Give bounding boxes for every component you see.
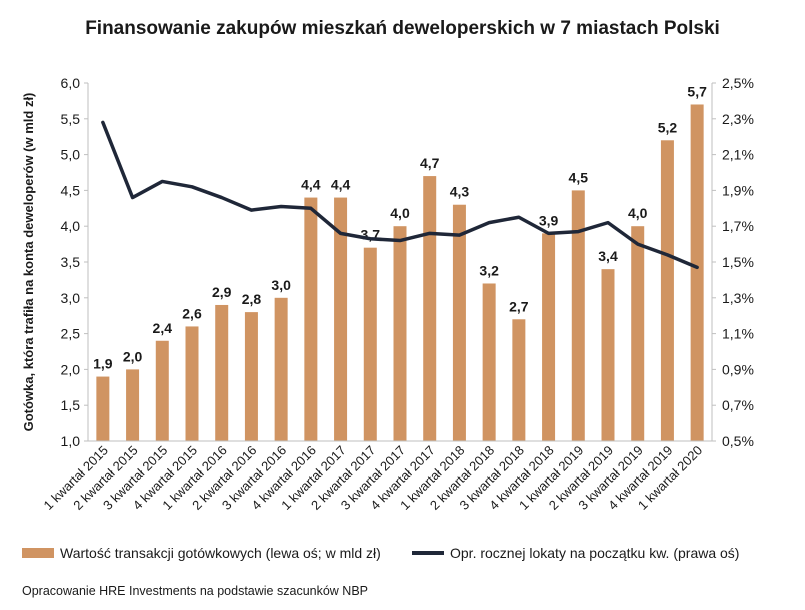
bar [571,190,585,441]
bar [393,226,407,441]
bar [334,197,348,441]
bar [542,233,556,441]
bar [512,319,526,441]
right-tick-label: 2,3% [722,111,754,127]
bar-data-labels: 1,9 2,02,42,62,9 2,83,04,4 4,43,74,04,74,33… [93,83,707,371]
bar-data-label: 4,4 [331,177,351,193]
bar-data-label: 4,0 [390,205,410,221]
bar [185,326,199,441]
legend-label-bar: Wartość transakcji gotówkowych (lewa oś;… [60,545,381,561]
left-tick-label: 3,0 [61,290,81,306]
bar [126,369,140,441]
left-tick-label: 2,5 [61,326,81,342]
bar-data-label: 5,2 [658,119,678,135]
left-tick-label: 5,5 [61,111,81,127]
left-tick-label: 2,0 [61,361,81,377]
bar [274,297,288,441]
bar [482,283,496,441]
bar-data-label: 4,5 [569,169,589,185]
bar [423,176,437,441]
right-tick-label: 0,5% [722,433,754,449]
left-tick-label: 1,0 [61,433,81,449]
right-tick-label: 0,9% [722,361,754,377]
line-series-path [101,120,699,270]
right-tick-label: 2,5% [722,75,754,91]
left-tick-label: 4,5 [61,182,81,198]
legend-label-line: Opr. rocznej lokaty na początku kw. (pra… [450,545,739,561]
right-tick-label: 1,1% [722,326,754,342]
left-tick-label: 1,5 [61,397,81,413]
bar-data-label: 2,8 [242,291,262,307]
bar-data-label: 2,9 [212,284,232,300]
bar [363,247,377,441]
bar [690,104,704,441]
right-tick-label: 0,7% [722,397,754,413]
bar-data-label: 3,9 [539,212,559,228]
right-tick-label: 1,9% [722,182,754,198]
left-tick-label: 4,0 [61,218,81,234]
bar-data-label: 2,0 [123,348,143,364]
left-tick-label: 3,5 [61,254,81,270]
source-note: Opracowanie HRE Investments na podstawie… [22,584,368,598]
right-tick-label: 2,1% [722,147,754,163]
right-tick-label: 1,5% [722,254,754,270]
bar [96,376,110,441]
bar [660,140,674,441]
line-series [101,120,699,270]
bar-data-label: 4,4 [301,177,321,193]
chart-title: Finansowanie zakupów mieszkań dewelopers… [85,18,720,39]
bar [452,204,466,441]
right-tick-label: 1,7% [722,218,754,234]
bar-data-label: 3,0 [271,277,291,293]
bar [215,304,229,441]
legend-swatch-bar [22,548,54,558]
bar [601,269,615,441]
legend: Wartość transakcji gotówkowych (lewa oś;… [22,545,739,561]
bar-data-label: 4,0 [628,205,648,221]
bar-data-label: 2,7 [509,298,529,314]
bar-series [96,104,704,441]
left-tick-label: 5,0 [61,147,81,163]
bar [155,340,169,441]
bar-data-label: 2,4 [153,320,173,336]
bar-data-label: 5,7 [687,83,707,99]
bar-data-label: 3,4 [598,248,618,264]
bar [304,197,318,441]
bar-data-label: 2,6 [182,305,202,321]
bar-data-label: 3,2 [479,262,499,278]
bar-data-label: 1,9 [93,356,113,372]
bar [631,226,645,441]
bar-data-label: 4,3 [450,184,470,200]
bar-data-label: 4,7 [420,155,440,171]
left-tick-label: 6,0 [61,75,81,91]
y-axis-label: Gotówka, która trafiła na konta dewelope… [21,93,36,432]
right-tick-label: 1,3% [722,290,754,306]
bar [244,312,258,441]
